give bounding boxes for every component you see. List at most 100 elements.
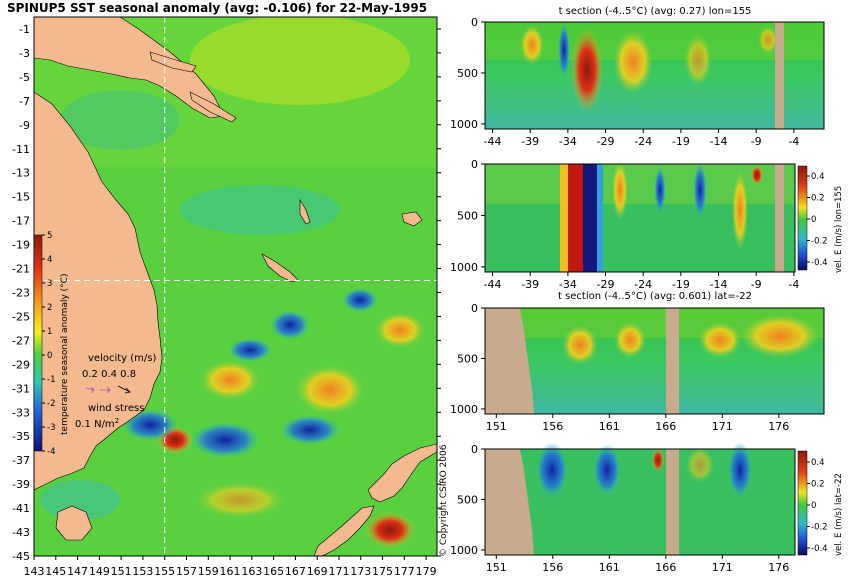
- section1-title: t section (-4..5°C) (avg: 0.27) lon=155: [559, 6, 752, 17]
- map-y-tick-label: -27: [12, 334, 30, 347]
- map-y-tick-label: -21: [12, 263, 30, 276]
- velocity-colorbar-tick-label: -0.2: [811, 523, 828, 533]
- map-colorbar-tick-label: -4: [47, 447, 55, 457]
- wind-legend-label: wind stress: [88, 403, 144, 414]
- section4-hot-1: [652, 448, 664, 472]
- velocity-colorbar-tick-label: -0.4: [811, 258, 828, 268]
- section4-land-mask-ridge: [666, 449, 679, 555]
- section1-warm-2: [613, 30, 653, 94]
- map-x-tick-label: 147: [67, 565, 88, 578]
- map-y-tick-label: -7: [19, 95, 30, 108]
- velocity-colorbar-tick-label: 0: [811, 501, 816, 511]
- section2-band-blue: [583, 164, 597, 272]
- section2-land-mask: [775, 164, 784, 272]
- map-cold-eddy-1: [122, 409, 178, 441]
- section-x-tick-label: 176: [768, 561, 789, 574]
- section-x-tick-label: 161: [599, 420, 620, 433]
- section-x-tick-label: -14: [710, 135, 728, 148]
- section-y-tick-label: 0: [471, 16, 478, 29]
- section4-y-ticks: 0 500 1000: [450, 443, 485, 557]
- section-y-tick-label: 1000: [450, 118, 478, 131]
- velocity-legend-arrows: [85, 385, 131, 394]
- velocity-colorbar-tick-label: -0.2: [811, 237, 828, 247]
- section2-plot: [485, 160, 795, 272]
- section-x-tick-label: 151: [486, 561, 507, 574]
- section-x-tick-label: -24: [634, 135, 652, 148]
- section-x-tick-label: -29: [597, 135, 615, 148]
- section2-colorbar-label: vel. E (m/s) lon=155: [834, 186, 844, 273]
- wind-legend-scale-unit-sup: 2: [115, 417, 119, 425]
- north-island-nz: [367, 443, 437, 503]
- section-x-tick-label: 151: [486, 420, 507, 433]
- section-x-tick-label: -29: [597, 278, 615, 291]
- map-y-tick-label: -45: [12, 550, 30, 563]
- section4-warm-1: [686, 447, 714, 483]
- map-x-tick-label: 159: [198, 565, 219, 578]
- section3-land-mask-ridge: [666, 308, 679, 414]
- section-y-tick-label: 500: [457, 352, 478, 365]
- section1-warm-4: [758, 26, 778, 54]
- map-x-tick-label: 175: [372, 565, 393, 578]
- section-x-tick-label: -4: [788, 278, 799, 291]
- map-x-tick-label: 163: [241, 565, 262, 578]
- velocity-colorbar-tick-label: 0: [811, 215, 816, 225]
- map-y-tick-label: -17: [12, 215, 30, 228]
- velocity-colorbar-tick-label: 0.4: [811, 458, 825, 468]
- copyright-text: © Copyright CSIRO 2006: [439, 444, 449, 557]
- map-hot-eddy-south: [365, 512, 415, 548]
- section-y-tick-label: 0: [471, 158, 478, 171]
- map-x-tick-label: 151: [111, 565, 132, 578]
- section2-band-yellow: [560, 164, 568, 272]
- section1-warm-3: [684, 34, 712, 86]
- section1-frame: [484, 21, 825, 130]
- map-cold-eddy-3: [270, 310, 310, 340]
- map-x-tick-label: 171: [328, 565, 349, 578]
- map-colorbar-tick-label: 4: [47, 255, 52, 265]
- section3-y-ticks: 0 500 1000: [450, 302, 485, 416]
- map-y-tick-label: -5: [19, 71, 30, 84]
- section1-warm-1: [520, 25, 544, 65]
- map-warm-eddy-1: [295, 365, 365, 415]
- map-x-tick-label: 179: [416, 565, 437, 578]
- map-colorbar-tick-label: -2: [47, 399, 55, 409]
- map-colorbar-ticks: 5 4 3 2 1 0 -1 -2 -3 -4: [42, 231, 55, 457]
- wind-legend-scale: 0.1 N/m2: [75, 417, 119, 430]
- section-x-tick-label: -4: [788, 135, 799, 148]
- new-guinea-landmass: [34, 17, 225, 119]
- section-y-tick-label: 1000: [450, 261, 478, 274]
- map-x-tick-label: 157: [176, 565, 197, 578]
- section-x-tick-label: -39: [521, 135, 539, 148]
- map-plot-area: [34, 17, 437, 556]
- map-colorbar: [33, 234, 43, 452]
- section4-colorbar-ticks: 0.4 0.2 0 -0.2 -0.4: [807, 458, 828, 554]
- section2-warm-1: [612, 160, 628, 220]
- section-y-tick-label: 1000: [450, 544, 478, 557]
- map-colorbar-tick-label: 0: [47, 351, 52, 361]
- map-colorbar-label: temperature seasonal anomaly (°C): [60, 274, 70, 435]
- section4-colorbar-label: vel. E (m/s) lat=-22: [834, 473, 844, 556]
- map-x-tick-label: 155: [154, 565, 175, 578]
- south-island-nz: [313, 505, 375, 556]
- section4-colorbar: [797, 450, 808, 556]
- velocity-colorbar-tick-label: 0.2: [811, 194, 825, 204]
- map-x-tick-label: 153: [132, 565, 153, 578]
- section-x-tick-label: -14: [710, 278, 728, 291]
- section1-hot-core: [571, 28, 603, 112]
- section-x-tick-label: 156: [542, 561, 563, 574]
- fiji: [401, 211, 423, 227]
- section2-surface-band: [485, 164, 795, 204]
- map-x-tick-label: 173: [350, 565, 371, 578]
- map-colorbar-tick-label: 3: [47, 279, 52, 289]
- map-y-tick-label: -39: [12, 478, 30, 491]
- section4-cold-1: [536, 442, 568, 498]
- map-x-tick-label: 161: [220, 565, 241, 578]
- map-y-tick-label: -31: [12, 382, 30, 395]
- section2-y-ticks: 0 500 1000: [450, 158, 485, 274]
- new-britain: [149, 51, 197, 73]
- section-x-tick-label: -9: [751, 278, 762, 291]
- section3-frame: [484, 307, 825, 415]
- section4-frame: [484, 448, 796, 556]
- section-y-tick-label: 500: [457, 67, 478, 80]
- map-colorbar-tick-label: 1: [47, 327, 52, 337]
